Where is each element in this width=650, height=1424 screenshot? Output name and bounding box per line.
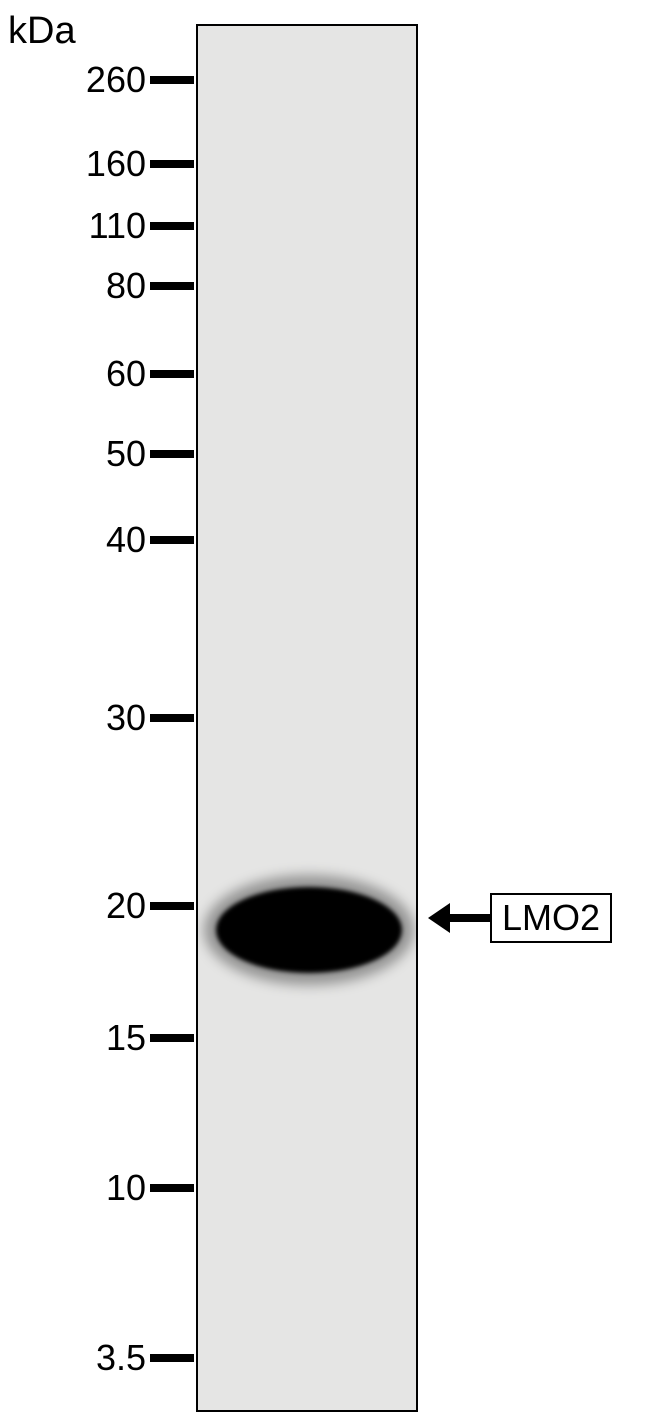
arrow-left-icon: [428, 903, 450, 933]
ladder-tick: [150, 1354, 194, 1362]
ladder-marker: 30: [0, 698, 194, 738]
ladder-tick: [150, 450, 194, 458]
ladder-marker-label: 3.5: [4, 1337, 150, 1379]
ladder-marker: 40: [0, 520, 194, 560]
ladder-marker-label: 160: [4, 143, 150, 185]
ladder-marker-label: 60: [4, 353, 150, 395]
ladder-marker: 3.5: [0, 1338, 194, 1378]
ladder-marker-label: 50: [4, 433, 150, 475]
ladder-marker-label: 20: [4, 885, 150, 927]
ladder-tick: [150, 76, 194, 84]
blot-lane: [196, 24, 418, 1412]
ladder-marker: 110: [0, 206, 194, 246]
ladder-tick: [150, 222, 194, 230]
ladder-tick: [150, 536, 194, 544]
ladder-marker: 15: [0, 1018, 194, 1058]
ladder-marker: 160: [0, 144, 194, 184]
ladder-marker: 50: [0, 434, 194, 474]
western-blot-figure: kDa 260 160 110 80 60 50 40 30 20 15 10 3.5 LMO2: [0, 0, 650, 1424]
ladder-marker-label: 30: [4, 697, 150, 739]
ladder-marker-label: 80: [4, 265, 150, 307]
band-label-box: LMO2: [490, 893, 612, 943]
ladder-marker-label: 15: [4, 1017, 150, 1059]
ladder-marker-label: 260: [4, 59, 150, 101]
ladder-tick: [150, 902, 194, 910]
ladder-tick: [150, 1034, 194, 1042]
ladder-marker: 260: [0, 60, 194, 100]
ladder-tick: [150, 714, 194, 722]
ladder-marker: 60: [0, 354, 194, 394]
ladder-tick: [150, 1184, 194, 1192]
ladder-marker: 20: [0, 886, 194, 926]
protein-band: [216, 887, 402, 973]
ladder-marker: 80: [0, 266, 194, 306]
unit-label: kDa: [8, 10, 76, 53]
ladder-tick: [150, 282, 194, 290]
ladder-tick: [150, 370, 194, 378]
band-annotation: LMO2: [428, 903, 612, 933]
ladder-marker-label: 40: [4, 519, 150, 561]
arrow-shaft: [450, 914, 490, 922]
ladder-marker-label: 110: [4, 205, 150, 247]
ladder-marker: 10: [0, 1168, 194, 1208]
band-label-text: LMO2: [502, 897, 600, 939]
ladder-tick: [150, 160, 194, 168]
ladder-marker-label: 10: [4, 1167, 150, 1209]
